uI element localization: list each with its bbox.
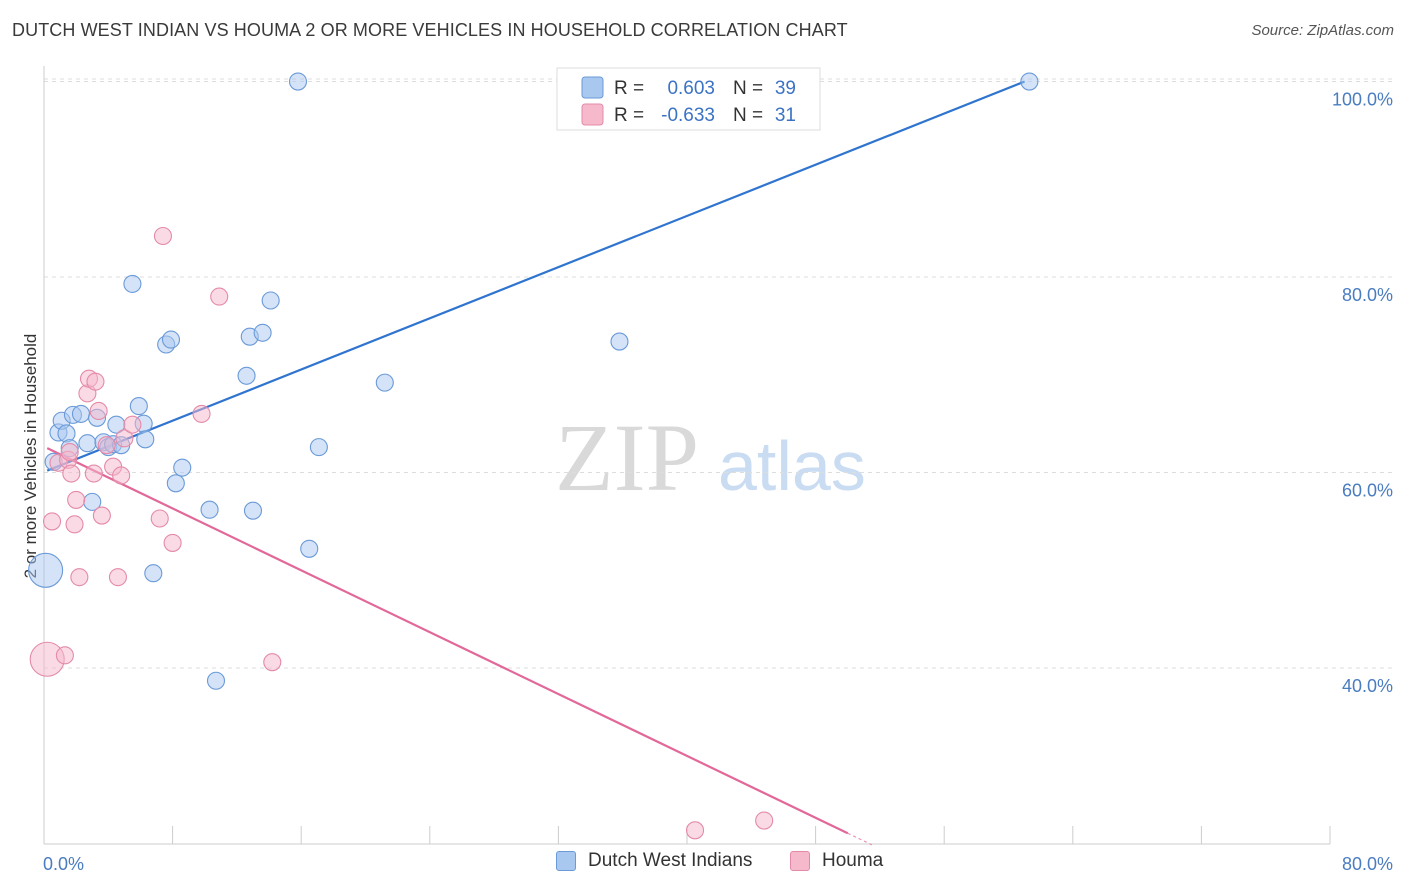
y-tick-label: 80.0% [1342, 285, 1393, 305]
x-tick-label: 0.0% [43, 854, 84, 874]
watermark: ZIP atlas [555, 404, 866, 511]
point-houma [65, 515, 84, 534]
point-dutch-west-indians [129, 397, 148, 416]
point-dutch-west-indians [28, 552, 64, 588]
point-houma [192, 404, 211, 423]
point-dutch-west-indians [200, 500, 219, 519]
point-dutch-west-indians [243, 501, 263, 520]
point-dutch-west-indians [206, 671, 226, 690]
point-houma [263, 653, 282, 672]
trend-lines [46, 80, 1025, 846]
trend-line [46, 80, 1025, 472]
point-dutch-west-indians [300, 539, 319, 558]
point-houma [84, 464, 103, 483]
point-houma [210, 287, 229, 306]
point-houma [42, 512, 62, 531]
legend-n-value: 39 [775, 78, 796, 99]
point-houma [70, 568, 89, 587]
watermark-zip: ZIP [555, 404, 699, 511]
legend-swatch [581, 103, 604, 126]
y-tick-label: 60.0% [1342, 481, 1393, 501]
point-houma [55, 646, 74, 665]
point-houma [685, 821, 705, 840]
point-dutch-west-indians [253, 323, 272, 342]
axes [43, 66, 1331, 845]
point-houma [163, 533, 182, 552]
point-houma [97, 436, 116, 455]
legend-r-value: -0.633 [661, 105, 715, 126]
legend-swatch-pink [790, 851, 810, 871]
legend-n-label: N = [733, 78, 763, 99]
legend-r-label: R = [614, 105, 644, 126]
legend-r-label: R = [614, 78, 644, 99]
bottom-legend-item-dutch-west-indians: Dutch West Indians [556, 850, 752, 872]
point-houma [115, 429, 134, 448]
point-dutch-west-indians [144, 564, 163, 583]
bottom-legend-label: Houma [822, 850, 884, 871]
point-dutch-west-indians [261, 291, 280, 310]
point-dutch-west-indians [173, 458, 192, 477]
point-houma [67, 490, 86, 509]
point-houma [89, 401, 108, 421]
point-houma [62, 464, 81, 483]
x-tick-label: 80.0% [1342, 854, 1393, 874]
y-tick-label: 40.0% [1342, 676, 1393, 696]
point-houma [755, 811, 774, 830]
point-houma [108, 568, 127, 587]
point-houma [150, 509, 169, 528]
legend-n-value: 31 [775, 105, 796, 126]
point-dutch-west-indians [166, 474, 185, 493]
trend-line [46, 447, 849, 835]
legend-n-label: N = [733, 105, 763, 126]
y-tick-label: 100.0% [1332, 90, 1393, 110]
legend-swatch-blue [556, 851, 576, 871]
point-dutch-west-indians [136, 430, 155, 449]
legend-r-value: 0.603 [667, 78, 715, 99]
bottom-legend-label: Dutch West Indians [588, 850, 753, 871]
point-houma [112, 466, 131, 485]
point-dutch-west-indians [288, 72, 308, 91]
legend: R = 0.603 N = 39 R = -0.633 N = 31 [556, 67, 821, 131]
legend-swatch [581, 76, 604, 99]
point-dutch-west-indians [78, 434, 97, 453]
point-dutch-west-indians [610, 332, 629, 351]
point-houma [86, 372, 105, 391]
point-dutch-west-indians [1020, 72, 1039, 91]
trend-line-extension [847, 832, 873, 846]
point-houma [123, 415, 142, 434]
chart-source: Source: ZipAtlas.com [1251, 22, 1394, 39]
bottom-legend: Dutch West Indians Houma [0, 850, 1406, 880]
point-dutch-west-indians [375, 373, 394, 392]
point-houma [60, 442, 79, 462]
data-points [28, 72, 1039, 840]
point-dutch-west-indians [237, 366, 256, 385]
point-dutch-west-indians [57, 424, 76, 443]
bottom-legend-item-houma: Houma [790, 850, 883, 872]
point-dutch-west-indians [161, 330, 181, 349]
point-houma [92, 506, 111, 525]
chart-title: DUTCH WEST INDIAN VS HOUMA 2 OR MORE VEH… [12, 20, 848, 40]
point-dutch-west-indians [71, 404, 91, 423]
point-houma [153, 226, 173, 246]
y-tick-labels: 40.0% 60.0% 80.0% 100.0% [1332, 90, 1393, 696]
watermark-atlas: atlas [718, 427, 866, 505]
x-tick-labels: 0.0% 80.0% [43, 854, 1393, 874]
point-dutch-west-indians [309, 438, 328, 457]
point-dutch-west-indians [123, 274, 142, 293]
y-axis-title: 2 or more Vehicles in Household [21, 334, 40, 579]
